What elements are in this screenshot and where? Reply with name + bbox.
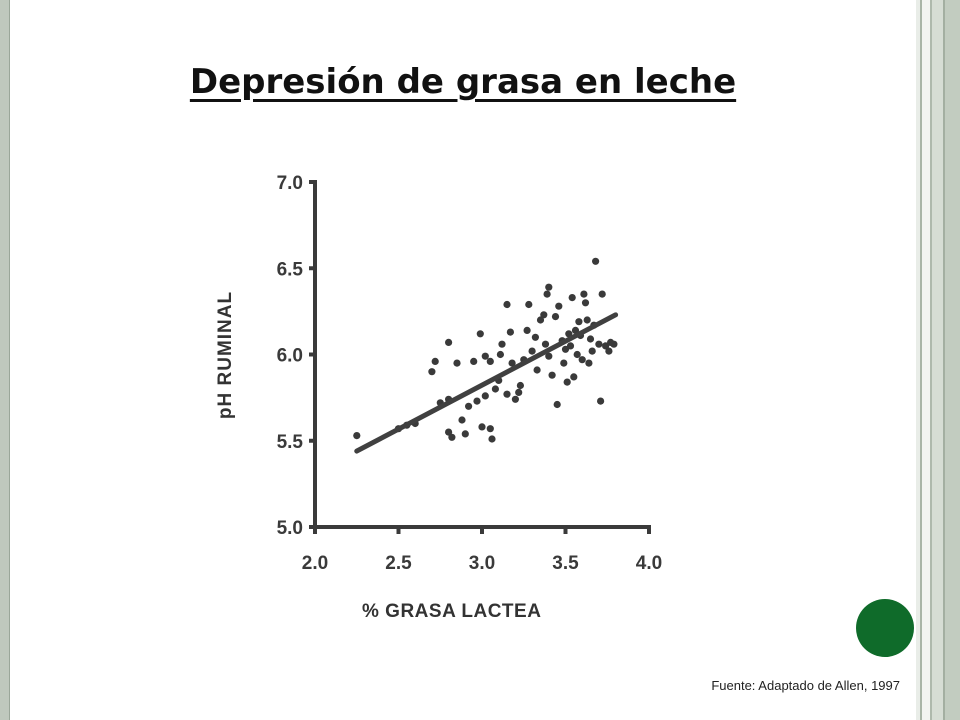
data-point bbox=[610, 340, 618, 348]
x-tick-label: 2.5 bbox=[385, 553, 412, 574]
data-point bbox=[445, 428, 453, 436]
data-point bbox=[431, 357, 439, 365]
data-point bbox=[536, 316, 545, 324]
data-point bbox=[605, 347, 613, 355]
data-point bbox=[478, 423, 486, 431]
data-point bbox=[491, 385, 499, 393]
data-point bbox=[488, 435, 496, 443]
data-point bbox=[592, 257, 600, 265]
y-tick-label: 6.0 bbox=[277, 346, 303, 367]
data-point bbox=[453, 359, 461, 367]
data-point bbox=[473, 397, 481, 405]
chart-ticks: 5.0 5.5 6.0 6.5 7.0 2.0 2.5 3.0 3.5 4.0 bbox=[277, 173, 663, 574]
x-tick-label: 3.0 bbox=[469, 553, 495, 574]
data-point bbox=[353, 432, 361, 440]
x-tick-label: 4.0 bbox=[636, 553, 662, 574]
data-point bbox=[523, 326, 531, 334]
data-point bbox=[506, 328, 514, 336]
right-frame-border bbox=[916, 0, 960, 720]
data-point bbox=[566, 342, 575, 350]
data-point bbox=[531, 333, 540, 341]
data-point bbox=[570, 373, 578, 381]
y-tick-label: 6.5 bbox=[277, 259, 304, 280]
data-point bbox=[602, 342, 610, 350]
data-point bbox=[533, 366, 541, 374]
data-point bbox=[586, 335, 595, 343]
data-point bbox=[496, 350, 504, 359]
data-point bbox=[597, 397, 605, 405]
left-frame-border bbox=[0, 0, 10, 720]
data-point bbox=[578, 356, 586, 364]
x-tick-label: 2.0 bbox=[302, 553, 328, 574]
data-point bbox=[498, 340, 506, 348]
data-point bbox=[545, 283, 553, 291]
y-tick-label: 5.0 bbox=[277, 518, 303, 539]
data-point bbox=[486, 357, 494, 365]
trendline bbox=[354, 312, 619, 454]
data-point bbox=[580, 290, 588, 298]
data-point bbox=[540, 311, 548, 319]
data-point bbox=[595, 340, 603, 348]
data-point bbox=[551, 313, 560, 321]
data-point bbox=[458, 416, 466, 424]
data-point bbox=[525, 300, 533, 309]
chart-points bbox=[353, 257, 618, 443]
y-tick-label: 5.5 bbox=[277, 432, 304, 453]
data-point bbox=[515, 388, 523, 396]
source-citation: Fuente: Adaptado de Allen, 1997 bbox=[711, 678, 900, 693]
x-axis-label: % GRASA LACTEA bbox=[362, 601, 542, 622]
data-point bbox=[508, 359, 516, 367]
data-point bbox=[545, 352, 553, 360]
data-point bbox=[560, 359, 568, 367]
data-point bbox=[568, 294, 576, 302]
slide-title: Depresión de grasa en leche bbox=[189, 62, 737, 102]
data-point bbox=[503, 300, 511, 309]
data-point bbox=[461, 430, 469, 438]
data-point bbox=[511, 395, 519, 403]
data-point bbox=[563, 378, 571, 386]
chart-trendline-group bbox=[354, 312, 619, 454]
data-point bbox=[565, 330, 573, 338]
data-point bbox=[481, 352, 489, 360]
data-point bbox=[528, 347, 536, 355]
data-point bbox=[503, 390, 511, 398]
data-point bbox=[541, 340, 550, 348]
data-point bbox=[445, 338, 453, 346]
data-point bbox=[516, 381, 525, 390]
data-point bbox=[548, 371, 556, 379]
data-point bbox=[476, 330, 484, 338]
data-point bbox=[581, 299, 590, 307]
data-point bbox=[481, 392, 489, 400]
data-point bbox=[470, 357, 478, 365]
data-point bbox=[448, 433, 456, 441]
data-point bbox=[583, 316, 591, 324]
data-point bbox=[573, 350, 581, 359]
data-point bbox=[543, 290, 551, 298]
x-tick-label: 3.5 bbox=[552, 553, 579, 574]
y-axis-label: pH RUMINAL bbox=[215, 290, 236, 420]
data-point bbox=[553, 400, 561, 409]
data-point bbox=[555, 302, 563, 310]
data-point bbox=[588, 347, 596, 355]
data-point bbox=[465, 402, 473, 410]
data-point bbox=[486, 425, 494, 433]
data-point bbox=[575, 318, 583, 326]
data-point bbox=[428, 368, 436, 376]
data-point bbox=[598, 290, 606, 298]
y-tick-label: 7.0 bbox=[277, 173, 303, 194]
decorative-green-circle bbox=[856, 599, 914, 657]
data-point bbox=[585, 359, 593, 367]
